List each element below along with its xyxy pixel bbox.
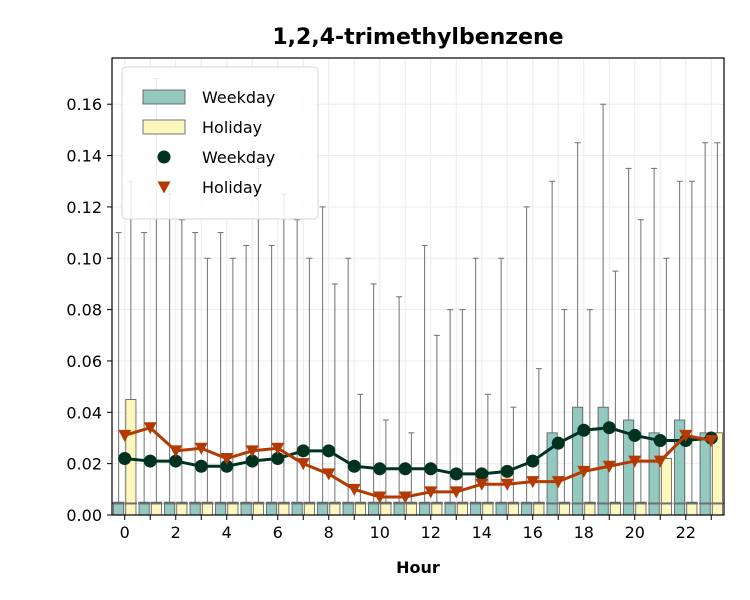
point-weekday	[194, 459, 208, 473]
point-holiday	[322, 468, 336, 481]
point-weekday	[118, 452, 132, 466]
point-weekday	[602, 421, 616, 435]
point-weekday	[169, 454, 183, 468]
x-tick-label: 22	[676, 523, 696, 542]
point-weekday	[500, 464, 514, 478]
y-tick-label: 0.12	[66, 198, 102, 217]
point-weekday	[551, 436, 565, 450]
point-weekday	[347, 459, 361, 473]
x-tick-label: 10	[370, 523, 390, 542]
point-holiday	[143, 422, 157, 435]
point-weekday	[628, 428, 642, 442]
point-holiday	[551, 476, 565, 489]
point-weekday	[143, 454, 157, 468]
y-tick-label: 0.06	[66, 352, 102, 371]
y-tick-label: 0.16	[66, 95, 102, 114]
point-holiday	[296, 458, 310, 471]
x-tick-label: 16	[523, 523, 543, 542]
y-tick-label: 0.14	[66, 147, 102, 166]
legend-label: Weekday	[202, 148, 275, 167]
point-holiday	[169, 445, 183, 458]
point-holiday	[704, 435, 718, 448]
bar-weekday	[572, 406, 584, 516]
y-tick-label: 0.02	[66, 455, 102, 474]
chart-title: 1,2,4-trimethylbenzene	[272, 25, 563, 50]
point-weekday	[245, 454, 259, 468]
legend-swatch-bar	[142, 89, 186, 105]
point-weekday	[373, 462, 387, 476]
point-weekday	[577, 423, 591, 437]
point-holiday	[577, 465, 591, 478]
point-weekday	[398, 462, 412, 476]
point-holiday	[653, 455, 667, 468]
point-holiday	[347, 483, 361, 496]
y-tick-label: 0.00	[66, 506, 102, 525]
line-series	[118, 421, 718, 504]
x-tick-label: 14	[472, 523, 492, 542]
point-holiday	[475, 478, 489, 491]
axes: 0 2 4 6 8 10 12 14 16 18 20 22 0.00 0.02 0.04 0.06 0.08 0…	[66, 57, 725, 542]
point-weekday	[475, 467, 489, 481]
y-tick-label: 0.08	[66, 301, 102, 320]
point-holiday	[194, 442, 208, 455]
legend-label: Holiday	[202, 178, 262, 197]
plot-frame	[111, 57, 725, 516]
point-weekday	[424, 462, 438, 476]
y-tick-label: 0.04	[66, 403, 102, 422]
point-holiday	[500, 478, 514, 491]
x-tick-label: 20	[625, 523, 645, 542]
point-holiday	[602, 460, 616, 473]
legend: Weekday Holiday Weekday Holiday	[121, 66, 319, 220]
x-tick-label: 2	[171, 523, 181, 542]
point-holiday	[118, 429, 132, 442]
point-holiday	[424, 486, 438, 499]
point-weekday	[271, 452, 285, 466]
point-holiday	[245, 445, 259, 458]
legend-label: Holiday	[202, 118, 262, 137]
x-tick-label: 12	[421, 523, 441, 542]
bar-holiday	[660, 458, 672, 516]
legend-swatch-triangle	[157, 181, 171, 194]
x-tick-label: 8	[324, 523, 334, 542]
point-holiday	[271, 442, 285, 455]
point-weekday	[449, 467, 463, 481]
legend-swatch-circle	[157, 150, 171, 164]
point-holiday	[398, 491, 412, 504]
point-weekday	[526, 454, 540, 468]
y-tick-label: 0.10	[66, 249, 102, 268]
point-holiday	[628, 455, 642, 468]
point-holiday	[373, 491, 387, 504]
legend-swatch-bar	[142, 119, 186, 135]
x-tick-label: 4	[222, 523, 232, 542]
legend-label: Weekday	[202, 88, 275, 107]
point-holiday	[679, 429, 693, 442]
point-weekday	[220, 459, 234, 473]
point-holiday	[220, 453, 234, 466]
x-tick-label: 0	[120, 523, 130, 542]
x-tick-label: 6	[273, 523, 283, 542]
x-tick-label: 18	[574, 523, 594, 542]
point-weekday	[653, 434, 667, 448]
point-weekday	[296, 444, 310, 458]
x-axis-label: Hour	[396, 558, 440, 577]
point-holiday	[449, 486, 463, 499]
legend-box	[121, 66, 319, 220]
point-weekday	[322, 444, 336, 458]
point-holiday	[526, 476, 540, 489]
